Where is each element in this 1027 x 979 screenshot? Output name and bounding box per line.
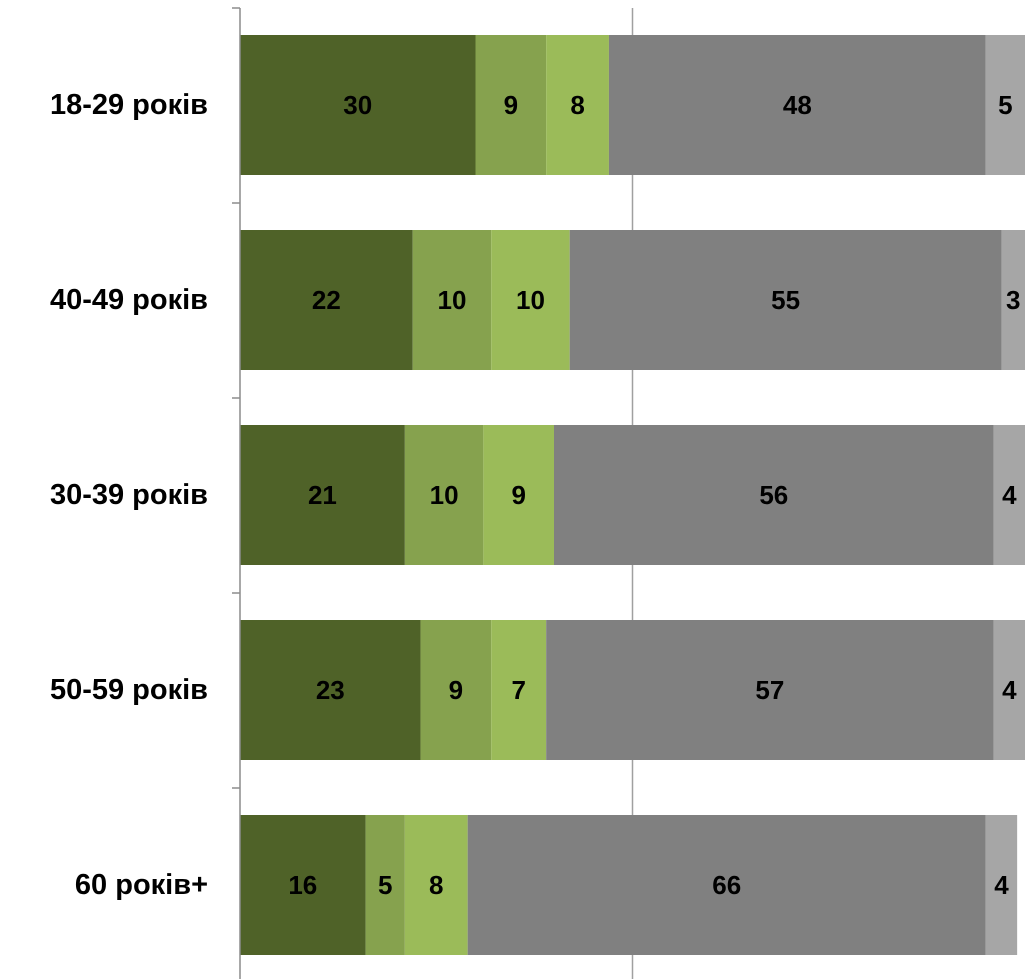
data-label: 3 [1006, 285, 1020, 315]
data-label: 7 [511, 675, 525, 705]
data-label: 56 [759, 480, 788, 510]
bar-segment [240, 425, 405, 565]
data-label: 10 [437, 285, 466, 315]
bar-segment [1001, 230, 1025, 370]
bar-segment [404, 425, 484, 565]
category-label: 60 років+ [75, 869, 208, 901]
bar-segment [475, 35, 547, 175]
category-label: 50-59 років [50, 674, 208, 706]
bar-segment [483, 425, 554, 565]
data-label: 48 [783, 90, 812, 120]
data-label: 5 [378, 870, 392, 900]
data-label: 9 [511, 480, 525, 510]
data-label: 9 [449, 675, 463, 705]
data-label: 10 [516, 285, 545, 315]
bar-segment [985, 35, 1025, 175]
data-label: 10 [430, 480, 459, 510]
data-label: 55 [771, 285, 800, 315]
bar-segment [608, 35, 986, 175]
bar-segment [365, 815, 405, 955]
category-axis [232, 7, 241, 979]
bar-segment [993, 425, 1025, 565]
bar-segment [985, 815, 1018, 955]
data-label: 9 [504, 90, 518, 120]
data-label: 21 [308, 480, 337, 510]
bar-segment [240, 35, 476, 175]
data-label: 57 [755, 675, 784, 705]
bar-segment [412, 230, 492, 370]
category-label: 40-49 років [50, 284, 208, 316]
bar-segment [554, 425, 994, 565]
bar-segment [240, 230, 413, 370]
data-labels: 30 9 8 48 5 22 10 10 55 3 21 10 9 56 4 23 9 7 57 4 16 5 8 66 4 [288, 90, 1020, 900]
bar-segment [420, 620, 492, 760]
data-label: 16 [288, 870, 317, 900]
data-label: 5 [998, 90, 1012, 120]
data-label: 4 [1002, 675, 1017, 705]
data-label: 4 [1002, 480, 1017, 510]
data-label: 66 [712, 870, 741, 900]
data-label: 8 [429, 870, 443, 900]
category-labels: 18-29 років 40-49 років 30-39 років 50-59 р… [50, 89, 208, 901]
bar-segment [240, 815, 366, 955]
bar-segment [546, 620, 994, 760]
bar-segment [240, 620, 421, 760]
bars [240, 35, 1025, 955]
bar-segment [993, 620, 1025, 760]
data-label: 23 [316, 675, 345, 705]
bar-segment [546, 35, 609, 175]
bar-segment [491, 230, 570, 370]
bar-segment [467, 815, 986, 955]
category-label: 30-39 років [50, 479, 208, 511]
data-label: 4 [994, 870, 1009, 900]
category-label: 18-29 років [50, 89, 208, 121]
bar-segment [491, 620, 547, 760]
data-label: 22 [312, 285, 341, 315]
data-label: 8 [570, 90, 584, 120]
bar-segment [404, 815, 468, 955]
data-label: 30 [343, 90, 372, 120]
bar-segment [569, 230, 1002, 370]
